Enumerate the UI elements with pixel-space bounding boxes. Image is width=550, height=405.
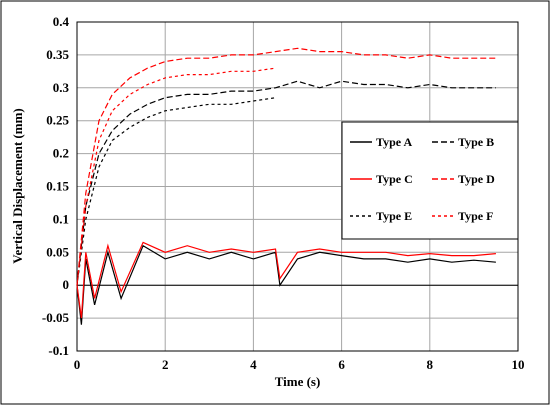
series-line-type-d bbox=[76, 47, 496, 286]
y-tick-label: -0.1 bbox=[48, 343, 69, 358]
y-tick-label: 0 bbox=[63, 277, 70, 292]
legend-label: Type A bbox=[376, 135, 412, 149]
x-tick-label: 4 bbox=[250, 357, 257, 372]
y-tick-label: 0.25 bbox=[46, 113, 69, 128]
legend-label: Type E bbox=[376, 209, 412, 223]
x-tick-label: 0 bbox=[74, 357, 81, 372]
x-tick-label: 10 bbox=[512, 357, 525, 372]
y-axis-title: Vertical Displacement (mm) bbox=[10, 108, 25, 263]
y-tick-label: 0.1 bbox=[53, 211, 69, 226]
legend: Type A Type B Type C Type D Type E Type F bbox=[341, 121, 519, 240]
x-axis-title: Time (s) bbox=[275, 374, 321, 389]
x-tick-label: 8 bbox=[427, 357, 434, 372]
series-line-type-c bbox=[76, 241, 496, 319]
x-tick-label: 2 bbox=[162, 357, 169, 372]
series-line-type-b bbox=[76, 80, 496, 286]
y-tick-label: 0.3 bbox=[53, 80, 70, 95]
y-tick-label: 0.4 bbox=[53, 14, 70, 29]
y-tick-label: 0.35 bbox=[46, 47, 69, 62]
legend-label: Type D bbox=[458, 172, 495, 186]
x-tick-label: 6 bbox=[338, 357, 345, 372]
y-tick-label: 0.15 bbox=[46, 179, 69, 194]
tick-labels: 0 2 4 6 8 10 -0.1 -0.05 0 0.05 0.1 0.15 0.2 0.25 0.3 0.… bbox=[42, 14, 525, 372]
y-tick-label: -0.05 bbox=[42, 310, 70, 325]
legend-label: Type B bbox=[458, 135, 494, 149]
legend-label: Type C bbox=[376, 172, 413, 186]
series-group bbox=[76, 47, 496, 325]
y-tick-label: 0.2 bbox=[53, 146, 69, 161]
series-line-type-a bbox=[76, 244, 496, 325]
legend-label: Type F bbox=[458, 209, 493, 223]
y-tick-label: 0.05 bbox=[46, 244, 69, 259]
series-line-type-f bbox=[76, 67, 276, 286]
